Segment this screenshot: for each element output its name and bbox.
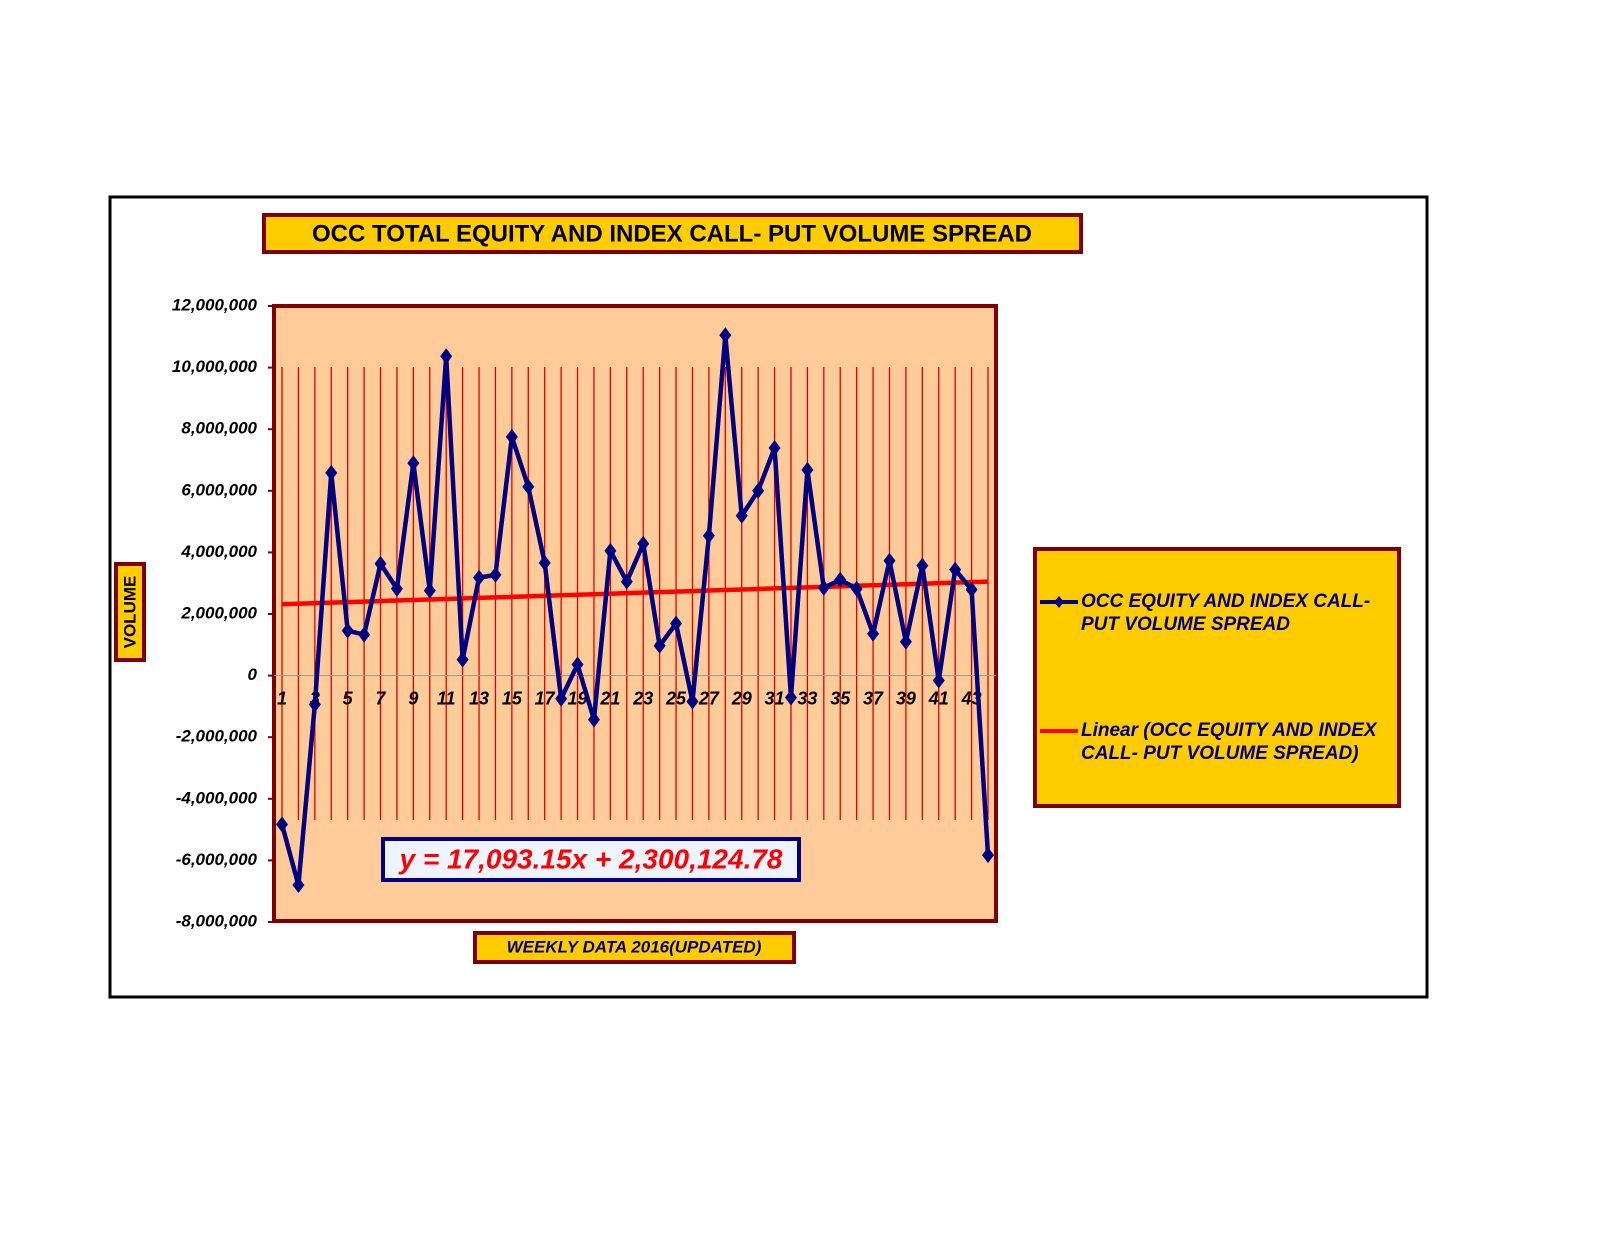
data-point [670,615,683,632]
data-point [538,554,551,571]
data-point [965,581,978,598]
title-box [262,213,1083,254]
x-tick-label: 13 [469,688,489,708]
data-point [834,571,847,588]
data-point [702,527,715,544]
x-tick-label: 31 [765,688,785,708]
legend-entry: OCC EQUITY AND INDEX CALL- PUT VOLUME SP… [1081,591,1371,635]
x-tick-label: 15 [502,688,523,708]
x-tick-label: 21 [599,688,620,708]
data-point [587,711,600,728]
legend-box [1033,547,1401,808]
equation-box [381,837,801,882]
y-tick-label: 12,000,000 [172,295,258,314]
x-tick-label: 19 [568,688,588,708]
y-tick-label: -8,000,000 [176,911,258,930]
data-point [817,579,830,596]
x-tick-label: 37 [863,688,884,708]
x-tick-label: 17 [535,688,556,708]
data-point [637,535,650,552]
trend-equation: y = 17,093.15x + 2,300,124.78 [397,843,782,874]
data-point [620,573,633,590]
data-line [279,333,991,888]
x-tick-label: 9 [408,688,418,708]
legend-label: OCC EQUITY AND INDEX CALL- PUT VOLUME SP… [1081,591,1371,635]
data-point [604,542,617,559]
data-point [341,622,354,639]
data-point [571,656,584,673]
x-label-box [473,931,796,964]
x-tick-label: 35 [830,688,851,708]
data-point [653,637,666,654]
x-tick-label: 33 [797,688,817,708]
data-point [489,566,502,583]
y-label-box [114,562,146,662]
legend-label: Linear (OCC EQUITY AND INDEX CALL- PUT V… [1081,720,1377,764]
x-tick-label: 23 [632,688,653,708]
y-tick-label: -2,000,000 [176,727,258,746]
x-tick-label: 25 [665,688,687,708]
y-tick-label: -6,000,000 [176,850,258,869]
data-point [719,327,732,344]
y-tick-label: 0 [248,665,258,684]
plot-area [272,304,998,923]
data-point [308,696,321,713]
data-point [932,672,945,689]
data-point [850,580,863,597]
chart-title: OCC TOTAL EQUITY AND INDEX CALL- PUT VOL… [312,220,1032,247]
data-point [801,461,814,478]
y-tick-label: 6,000,000 [181,480,257,499]
y-tick-label: 8,000,000 [181,419,257,438]
y-tick-label: 10,000,000 [172,357,258,376]
data-point [358,626,371,643]
data-point [752,482,765,499]
y-tick-label: -4,000,000 [176,788,258,807]
data-point [374,555,387,572]
legend-entry: Linear (OCC EQUITY AND INDEX CALL- PUT V… [1081,720,1377,764]
data-point [899,633,912,650]
data-point [407,455,420,472]
x-tick-label: 39 [896,688,916,708]
y-tick-label: 4,000,000 [180,542,257,561]
plot-layer: 135791113151719212325272931333537394143 [268,305,996,923]
data-point [456,651,469,668]
x-tick-label: 11 [437,688,456,708]
x-axis-label: WEEKLY DATA 2016(UPDATED) [507,937,762,956]
data-point [784,689,797,706]
x-tick-label: 7 [376,688,387,708]
data-point [982,847,994,864]
y-tick-label: 2,000,000 [180,603,257,622]
data-point [867,625,880,642]
y-axis-label: VOLUME [120,576,139,649]
data-point [276,816,288,833]
data-point [916,557,929,574]
data-point [505,428,518,445]
x-tick-label: 41 [928,688,949,708]
x-tick-label: 27 [698,688,720,708]
data-point [423,582,436,599]
data-point [883,552,896,569]
legend-marker [1054,596,1064,608]
data-point [440,348,453,365]
data-point [686,693,699,710]
data-point [325,464,338,481]
data-point [390,580,403,597]
data-point [768,439,781,456]
data-point [292,877,305,894]
data-point [949,561,962,578]
x-tick-label: 1 [277,688,287,708]
trend-line [281,579,989,607]
data-point [473,569,486,586]
data-point [522,478,535,495]
x-tick-label: 5 [343,688,354,708]
x-tick-label: 29 [731,688,752,708]
data-point [555,690,568,707]
data-point [735,507,748,524]
